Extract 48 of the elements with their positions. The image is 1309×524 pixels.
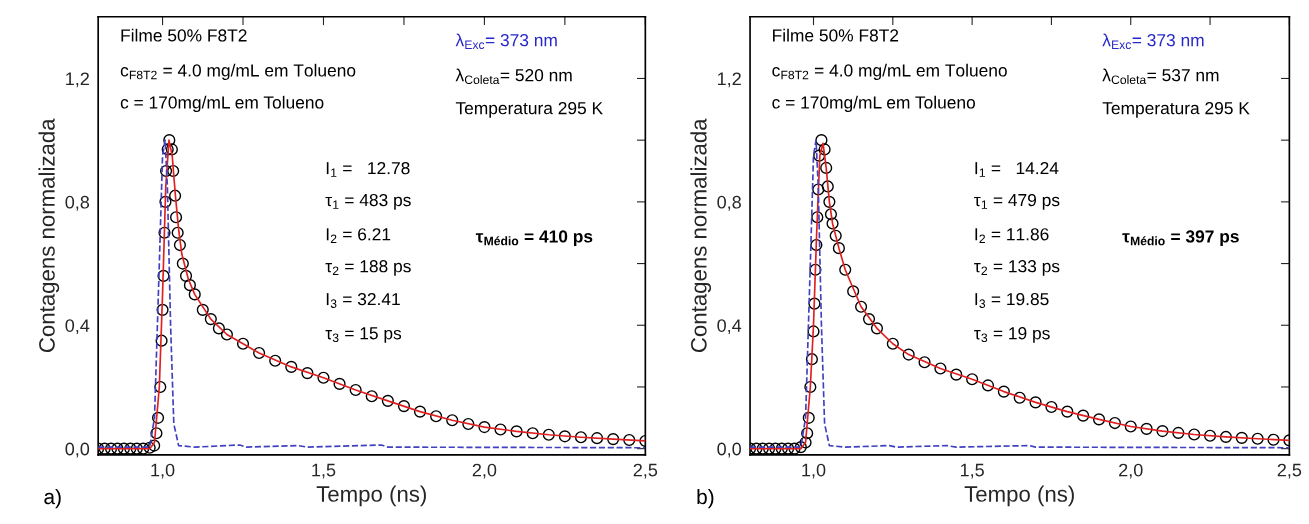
annotation: Filme 50% F8T2: [773, 28, 899, 42]
annotation: τ$_{1}$ = 479 ps: [974, 193, 1060, 210]
x-tick-label: 2,0: [472, 463, 497, 479]
text: a): [44, 488, 61, 509]
annotation: c = 170mg/mL em Tolueno: [120, 95, 324, 113]
x-axis-title: Tempo (ns): [964, 485, 1074, 507]
annotation: Temperatura 295 K: [1102, 102, 1250, 118]
annotation: c$_{F8T2}$ = 4.0 mg/mL em Tolueno: [120, 63, 356, 80]
annotation: Temperatura 295 K: [455, 102, 603, 118]
y-tick-label: 1,2: [718, 72, 741, 88]
x-axis-title: Tempo (ns): [316, 485, 426, 507]
y-axis-title: Contagens normalizada: [690, 118, 712, 353]
x-tick-label: 2,5: [1277, 463, 1302, 479]
annotation: λ$_{Coleta}$= 537 nm: [1102, 68, 1219, 85]
y-tick-label: 0,8: [65, 195, 90, 211]
x-tick-label: 1,0: [802, 463, 826, 479]
x-tick-label: 2,0: [1119, 463, 1143, 479]
x-tick-label: 1,5: [960, 463, 984, 479]
annotation: τ$_{3}$ = 15 ps: [325, 327, 402, 343]
annotation: I$_{2}$ = 6.21: [326, 228, 391, 244]
x-tick-label: 1,5: [312, 463, 336, 479]
x-tick-label: 1,0: [151, 463, 175, 479]
annotation: I$_{3}$ = 19.85: [975, 292, 1049, 308]
y-axis-title: Contagens normalizada: [38, 118, 60, 353]
annotation: τ$_{Médio}$ = 410 ps: [475, 230, 593, 247]
annotation: Filme 50% F8T2: [121, 28, 247, 42]
annotation: I$_{1}$ = 14.24: [975, 161, 1059, 177]
annotation: τ$_{Médio}$ = 397 ps: [1122, 230, 1239, 247]
y-tick-label: 0,4: [65, 319, 90, 335]
annotation: c$_{F8T2}$ = 4.0 mg/mL em Tolueno: [772, 63, 1007, 80]
annotation: I$_{2}$ = 11.86: [975, 228, 1049, 244]
annotation: λ$_{Coleta}$= 520 nm: [455, 68, 572, 85]
y-tick-label: 1,2: [66, 72, 89, 88]
annotation: c = 170mg/mL em Tolueno: [772, 95, 976, 113]
annotation: I$_{1}$ = 12.78: [326, 161, 410, 177]
annotation: τ$_{2}$ = 188 ps: [325, 260, 411, 276]
x-tick-label: 2,5: [633, 463, 658, 479]
annotation: λ$_{Exc}$= 373 nm: [1102, 33, 1204, 50]
y-tick-label: 0,0: [717, 442, 742, 458]
y-tick-label: 0,0: [65, 442, 90, 458]
annotation: τ$_{1}$ = 483 ps: [325, 193, 411, 210]
y-tick-label: 0,4: [717, 319, 742, 335]
y-tick-label: 0,8: [717, 195, 741, 211]
annotation: τ$_{3}$ = 19 ps: [974, 327, 1050, 343]
text: b): [697, 488, 714, 509]
annotation: λ$_{Exc}$= 373 nm: [455, 33, 557, 50]
annotation: I$_{3}$ = 32.41: [326, 292, 400, 308]
annotation: τ$_{2}$ = 133 ps: [974, 260, 1060, 276]
